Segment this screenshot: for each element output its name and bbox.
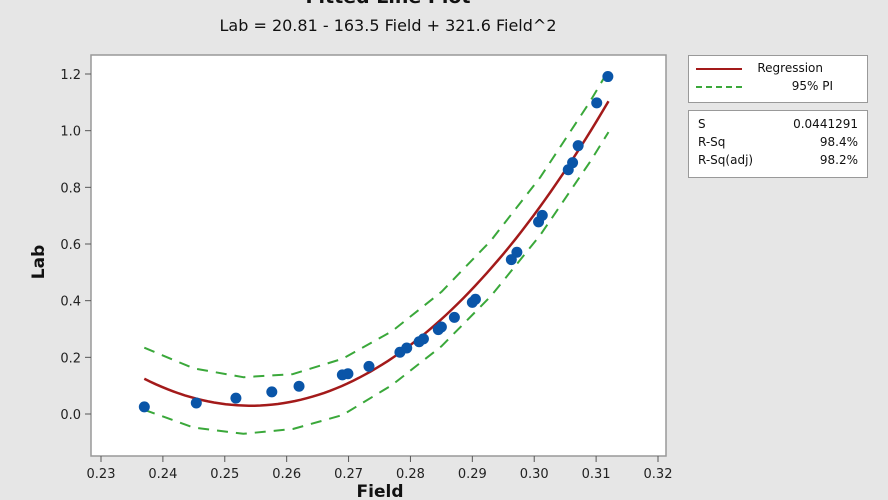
y-tick-label: 0.2 xyxy=(60,351,81,366)
x-tick-label: 0.31 xyxy=(582,467,611,482)
x-tick-label: 0.32 xyxy=(644,467,673,482)
stat-label: S xyxy=(698,117,706,131)
y-tick-label: 0.8 xyxy=(60,181,81,196)
legend-item-pi: 95% PI xyxy=(689,78,867,96)
legend-item-regression: Regression xyxy=(689,60,867,78)
stat-row: S 0.0441291 xyxy=(698,117,858,135)
x-tick-label: 0.24 xyxy=(148,467,177,482)
x-tick-label: 0.28 xyxy=(396,467,425,482)
regression-line xyxy=(143,100,610,407)
legend: Regression 95% PI xyxy=(688,55,868,103)
x-tick-label: 0.26 xyxy=(272,467,301,482)
x-axis-label: Field xyxy=(357,482,404,500)
plot-frame xyxy=(90,54,667,457)
data-point xyxy=(401,342,413,354)
data-point xyxy=(448,311,460,323)
legend-label: Regression xyxy=(757,61,823,75)
data-point xyxy=(293,380,305,392)
data-point xyxy=(190,397,202,409)
data-point xyxy=(591,97,603,109)
stat-value: 0.0441291 xyxy=(793,117,858,131)
pi-swatch xyxy=(696,86,742,88)
stat-value: 98.4% xyxy=(819,135,858,149)
chart-subtitle: Lab = 20.81 - 163.5 Field + 321.6 Field^… xyxy=(219,16,557,35)
data-point xyxy=(602,71,614,83)
stat-label: R-Sq xyxy=(698,135,726,149)
data-point xyxy=(572,140,584,152)
stat-row: R-Sq 98.4% xyxy=(698,135,858,153)
y-tick-label: 0.4 xyxy=(60,295,81,310)
data-point xyxy=(230,392,242,404)
y-tick-label: 0.6 xyxy=(60,238,81,253)
data-point xyxy=(435,321,447,333)
x-tick-label: 0.23 xyxy=(87,467,116,482)
stat-row: R-Sq(adj) 98.2% xyxy=(698,153,858,171)
chart-title: Fitted Line Plot xyxy=(0,0,776,8)
data-point xyxy=(469,293,481,305)
stats-box: S 0.0441291 R-Sq 98.4% R-Sq(adj) 98.2% xyxy=(688,110,868,178)
data-point xyxy=(417,333,429,345)
data-point xyxy=(266,386,278,398)
stat-value: 98.2% xyxy=(819,153,858,167)
data-point xyxy=(511,246,523,258)
y-tick-label: 1.0 xyxy=(60,125,81,140)
stat-label: R-Sq(adj) xyxy=(698,153,754,167)
x-tick-label: 0.25 xyxy=(210,467,239,482)
x-tick-label: 0.27 xyxy=(334,467,363,482)
data-point xyxy=(138,401,150,413)
data-point xyxy=(567,157,579,169)
x-tick-label: 0.30 xyxy=(520,467,549,482)
regression-swatch xyxy=(696,68,742,70)
y-axis-label: Lab xyxy=(29,245,49,279)
data-point xyxy=(363,360,375,372)
pi-lower-line xyxy=(143,131,610,435)
data-point xyxy=(536,209,548,221)
y-tick-label: 0.0 xyxy=(60,408,81,423)
y-tick-label: 1.2 xyxy=(60,68,81,83)
data-point xyxy=(342,368,354,380)
legend-label: 95% PI xyxy=(791,79,833,93)
x-tick-label: 0.29 xyxy=(458,467,487,482)
